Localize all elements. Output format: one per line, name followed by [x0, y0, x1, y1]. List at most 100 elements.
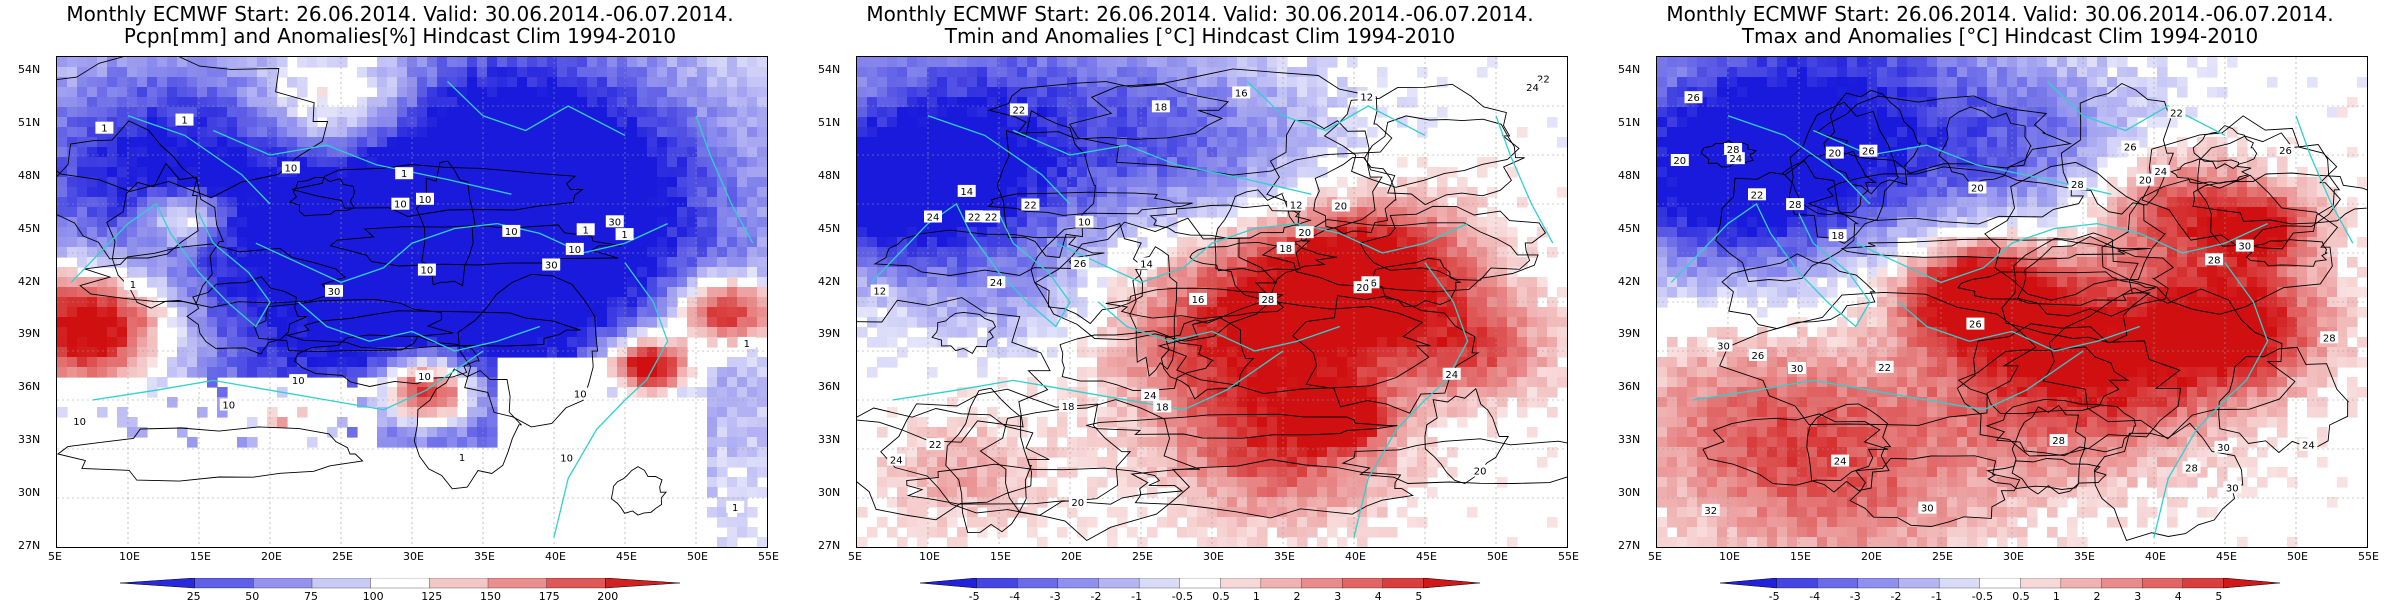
contour-label: 20 [1356, 283, 1369, 294]
colorbar-segment [2183, 578, 2224, 588]
lon-tick-label: 20E [261, 550, 282, 563]
lon-tick-label: 40E [1345, 550, 1366, 563]
colorbar-segment [1720, 578, 1777, 588]
lat-tick-label: 36N [18, 380, 40, 393]
lon-tick-label: 45E [2216, 550, 2237, 563]
colorbar-segment [488, 578, 547, 588]
contour-label: 28 [2185, 463, 2198, 474]
lat-tick-label: 30N [18, 486, 40, 499]
contour-label: 30 [1791, 364, 1804, 375]
contour-label: 10 [394, 200, 407, 211]
lat-tick-label: 51N [818, 116, 840, 129]
colorbar-segment [1423, 578, 1480, 588]
contour-label: 20 [1474, 467, 1487, 478]
lon-tick-label: 55E [758, 550, 779, 563]
lon-tick-label: 5E [1648, 550, 1662, 563]
contour-label: 22 [1013, 105, 1026, 116]
lon-tick-label: 50E [687, 550, 708, 563]
lon-tick-label: 50E [2287, 550, 2308, 563]
panel-title-line1: Monthly ECMWF Start: 26.06.2014. Valid: … [800, 2, 1600, 26]
lat-tick-label: 54N [818, 63, 840, 76]
contour-label: 26 [1752, 351, 1765, 362]
lon-tick-label: 10E [119, 550, 140, 563]
lon-tick-label: 10E [919, 550, 940, 563]
colorbar-segment [2102, 578, 2143, 588]
colorbar-tick-label: -1 [1931, 590, 1942, 603]
lon-tick-label: 35E [1274, 550, 1295, 563]
lon-tick-label: 55E [1558, 550, 1579, 563]
contour-label: 30 [328, 287, 341, 298]
contour-label: 14 [1140, 259, 1153, 270]
map-svg: 2020202222242426262628282830303032302826… [1657, 57, 2367, 547]
panel-tmin: Monthly ECMWF Start: 26.06.2014. Valid: … [800, 0, 1600, 600]
contour-label: 20 [1071, 498, 1084, 509]
colorbar-tick-label: 4 [1375, 590, 1382, 603]
lon-tick-label: 30E [2003, 550, 2024, 563]
contour-label: 20 [1971, 184, 1984, 195]
contour-label: 28 [2071, 180, 2084, 191]
colorbar-segment [1139, 578, 1180, 588]
colorbar-tick-label: -0.5 [1972, 590, 1993, 603]
contour-label: 1 [401, 169, 407, 180]
colorbar-tick-label: -0.5 [1172, 590, 1193, 603]
lat-tick-label: 27N [818, 539, 840, 552]
contour-label: 12 [1290, 200, 1303, 211]
contour-label: 10 [560, 454, 573, 465]
lat-tick-label: 45N [818, 222, 840, 235]
panel-title-line2: Pcpn[mm] and Anomalies[%] Hindcast Clim … [0, 24, 800, 48]
colorbar-tick-label: 200 [597, 590, 618, 603]
contour-label: 32 [1704, 506, 1717, 517]
colorbar-segment [2223, 578, 2280, 588]
colorbar-segment [1342, 578, 1383, 588]
lat-tick-label: 39N [18, 327, 40, 340]
lat-tick-label: 33N [18, 433, 40, 446]
lon-tick-label: 5E [848, 550, 862, 563]
colorbar-segment [1939, 578, 1980, 588]
lon-tick-label: 35E [2074, 550, 2095, 563]
contour-label: 10 [574, 390, 587, 401]
contour-label: 10 [1078, 218, 1091, 229]
lon-tick-label: 15E [990, 550, 1011, 563]
lat-tick-label: 45N [1618, 222, 1640, 235]
colorbar-segment [1099, 578, 1140, 588]
colorbar-segment [2020, 578, 2061, 588]
contour-label: 28 [2208, 255, 2221, 266]
lat-tick-label: 36N [818, 380, 840, 393]
colorbar-tick-label: 2 [2094, 590, 2101, 603]
lon-tick-label: 10E [1719, 550, 1740, 563]
lat-tick-label: 51N [1618, 116, 1640, 129]
panel-tmax: Monthly ECMWF Start: 26.06.2014. Valid: … [1600, 0, 2400, 600]
contour-label: 26 [1687, 93, 1700, 104]
colorbar-tick-label: 1 [2053, 590, 2060, 603]
colorbar-tick-label: -3 [1050, 590, 1061, 603]
contour-label: 10 [568, 245, 581, 256]
colorbar-svg [800, 578, 1600, 592]
colorbar-tick-label: -1 [1131, 590, 1142, 603]
contour-label: 24 [1144, 391, 1157, 402]
colorbar-tick-label: 3 [2134, 590, 2141, 603]
contour-label: 10 [73, 417, 86, 428]
contour-label: 20 [1334, 202, 1347, 213]
contour-label: 18 [1279, 244, 1292, 255]
colorbar-segment [195, 578, 254, 588]
contour-label: 1 [101, 124, 107, 135]
contour-label: 12 [1360, 93, 1373, 104]
colorbar-segment [1180, 578, 1221, 588]
contour-label: 20 [1298, 228, 1311, 239]
colorbar-tick-label: 0.5 [1212, 590, 1230, 603]
colorbar-segment [312, 578, 371, 588]
contour-label: 16 [1192, 295, 1205, 306]
contour-label: 1 [583, 225, 589, 236]
contour-label: 18 [1062, 402, 1075, 413]
lat-tick-label: 51N [18, 116, 40, 129]
colorbar-tick-label: -3 [1850, 590, 1861, 603]
contour-label: 18 [1155, 102, 1168, 113]
colorbar-tick-label: 175 [539, 590, 560, 603]
lon-tick-label: 30E [1203, 550, 1224, 563]
colorbar-svg [0, 578, 800, 592]
contour-label: 1 [732, 503, 738, 514]
lon-tick-label: 20E [1861, 550, 1882, 563]
lon-tick-label: 20E [1061, 550, 1082, 563]
contour-label: 30 [1921, 504, 1934, 515]
